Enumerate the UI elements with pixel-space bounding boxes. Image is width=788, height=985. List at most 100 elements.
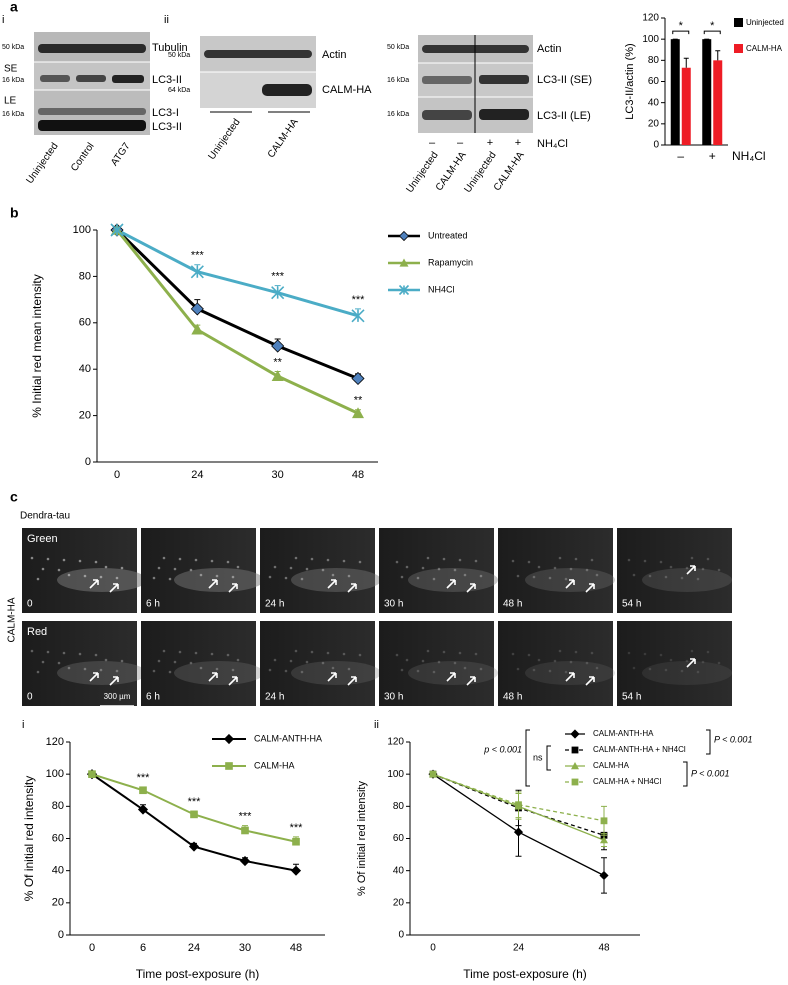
- cell-spot: [120, 566, 124, 570]
- cell-spot: [527, 560, 531, 564]
- cell-spot: [585, 661, 589, 665]
- marker: [137, 804, 149, 815]
- band-label: LC3-I: [152, 107, 179, 119]
- time-label: 54 h: [622, 599, 641, 610]
- marker: [571, 762, 579, 770]
- significance-label: ***: [239, 811, 253, 823]
- bar: [670, 39, 680, 145]
- cell-spot: [685, 566, 689, 570]
- cell-spot: [717, 568, 721, 572]
- cell-spot: [215, 667, 219, 671]
- cell-spot: [41, 567, 45, 571]
- y-tick-label: 0: [653, 140, 659, 151]
- cell-spot: [400, 668, 404, 672]
- y-tick-label: 0: [398, 930, 404, 941]
- cell-spot: [664, 668, 668, 672]
- cell-spot: [104, 565, 108, 569]
- microscopy-image: [498, 528, 613, 613]
- cell-spot: [701, 660, 705, 664]
- legend-label: CALM-HA: [746, 44, 783, 53]
- x-tick-label: 30: [239, 942, 251, 954]
- cell-spot: [310, 557, 314, 561]
- cell-spot: [284, 669, 288, 673]
- significance-label: **: [273, 356, 282, 368]
- band-label: LC3-II: [152, 74, 182, 86]
- cell-spot: [421, 659, 425, 663]
- band-label: Actin: [322, 49, 346, 61]
- x-axis-label: Time post-exposure (h): [136, 967, 260, 981]
- cell-spot: [67, 573, 71, 577]
- image-title: Dendra-tau: [20, 511, 70, 522]
- cell-spot: [152, 669, 156, 673]
- cell-spot: [189, 568, 193, 572]
- cell-spot: [585, 568, 589, 572]
- cell-spot: [347, 667, 351, 671]
- marker: [241, 826, 249, 835]
- arrow: [89, 672, 99, 682]
- cell-spot: [405, 565, 409, 569]
- cell-spot: [178, 557, 182, 561]
- cell-spot: [453, 568, 457, 572]
- cell-spot: [527, 653, 531, 657]
- marker: [139, 786, 147, 795]
- cell-spot: [57, 568, 61, 572]
- cell-spot: [46, 650, 50, 654]
- cell-spot: [696, 577, 700, 581]
- cell-spot: [268, 575, 272, 579]
- marker: [351, 371, 365, 386]
- cell-spot: [537, 565, 541, 569]
- cell-spot: [83, 574, 87, 578]
- cell-spot: [558, 556, 562, 560]
- significance-label: ***: [290, 822, 304, 834]
- x-tick-label: 0: [114, 469, 120, 481]
- legend-label: Rapamycin: [428, 257, 473, 267]
- cell-spot: [590, 558, 594, 562]
- marker: [190, 302, 204, 316]
- x-tick-label: 24: [188, 942, 200, 954]
- arrow: [686, 658, 696, 668]
- cell-spot: [67, 666, 71, 670]
- side-label: SE: [4, 64, 18, 75]
- cell-spot: [226, 653, 230, 657]
- x-tick-label: +: [709, 149, 716, 163]
- cell-spot: [168, 577, 172, 581]
- microscopy-image: [141, 621, 256, 706]
- marker: [290, 865, 302, 876]
- arrow: [327, 579, 337, 589]
- cell-spot: [36, 670, 40, 674]
- cell-spot: [210, 652, 214, 656]
- line: [432, 773, 605, 822]
- cell-spot: [168, 670, 172, 674]
- y-tick-label: 40: [52, 865, 64, 877]
- cell-spot: [199, 666, 203, 670]
- legend-label: CALM-HA + NH4Cl: [593, 777, 661, 786]
- cell-spot: [273, 658, 277, 662]
- significance-label: *: [679, 20, 684, 32]
- fish-body: [642, 568, 732, 592]
- cell-spot: [416, 576, 420, 580]
- lane-label: Uninjected: [24, 141, 60, 186]
- marker: [600, 836, 608, 844]
- marker: [429, 770, 437, 778]
- marker: [271, 339, 285, 353]
- p-value: P < 0.001: [714, 734, 752, 744]
- y-tick-label: 20: [648, 118, 660, 129]
- cell-spot: [326, 558, 330, 562]
- cell-spot: [300, 670, 304, 674]
- cell-spot: [178, 650, 182, 654]
- cell-spot: [294, 649, 298, 653]
- cell-spot: [690, 649, 694, 653]
- panel-label: a: [10, 0, 18, 15]
- microscopy-image: [379, 621, 494, 706]
- legend-label: Uninjected: [746, 18, 784, 27]
- time-label: 30 h: [384, 692, 403, 703]
- cell-spot: [590, 651, 594, 655]
- x-tick-label: –: [677, 149, 684, 163]
- cell-spot: [289, 659, 293, 663]
- error-bar: [715, 50, 721, 61]
- fish-body: [642, 661, 732, 685]
- cell-spot: [696, 670, 700, 674]
- kda-label: 16 kDa: [387, 111, 409, 118]
- time-label: 6 h: [146, 692, 160, 703]
- treatment-label: NH₄Cl: [537, 138, 568, 150]
